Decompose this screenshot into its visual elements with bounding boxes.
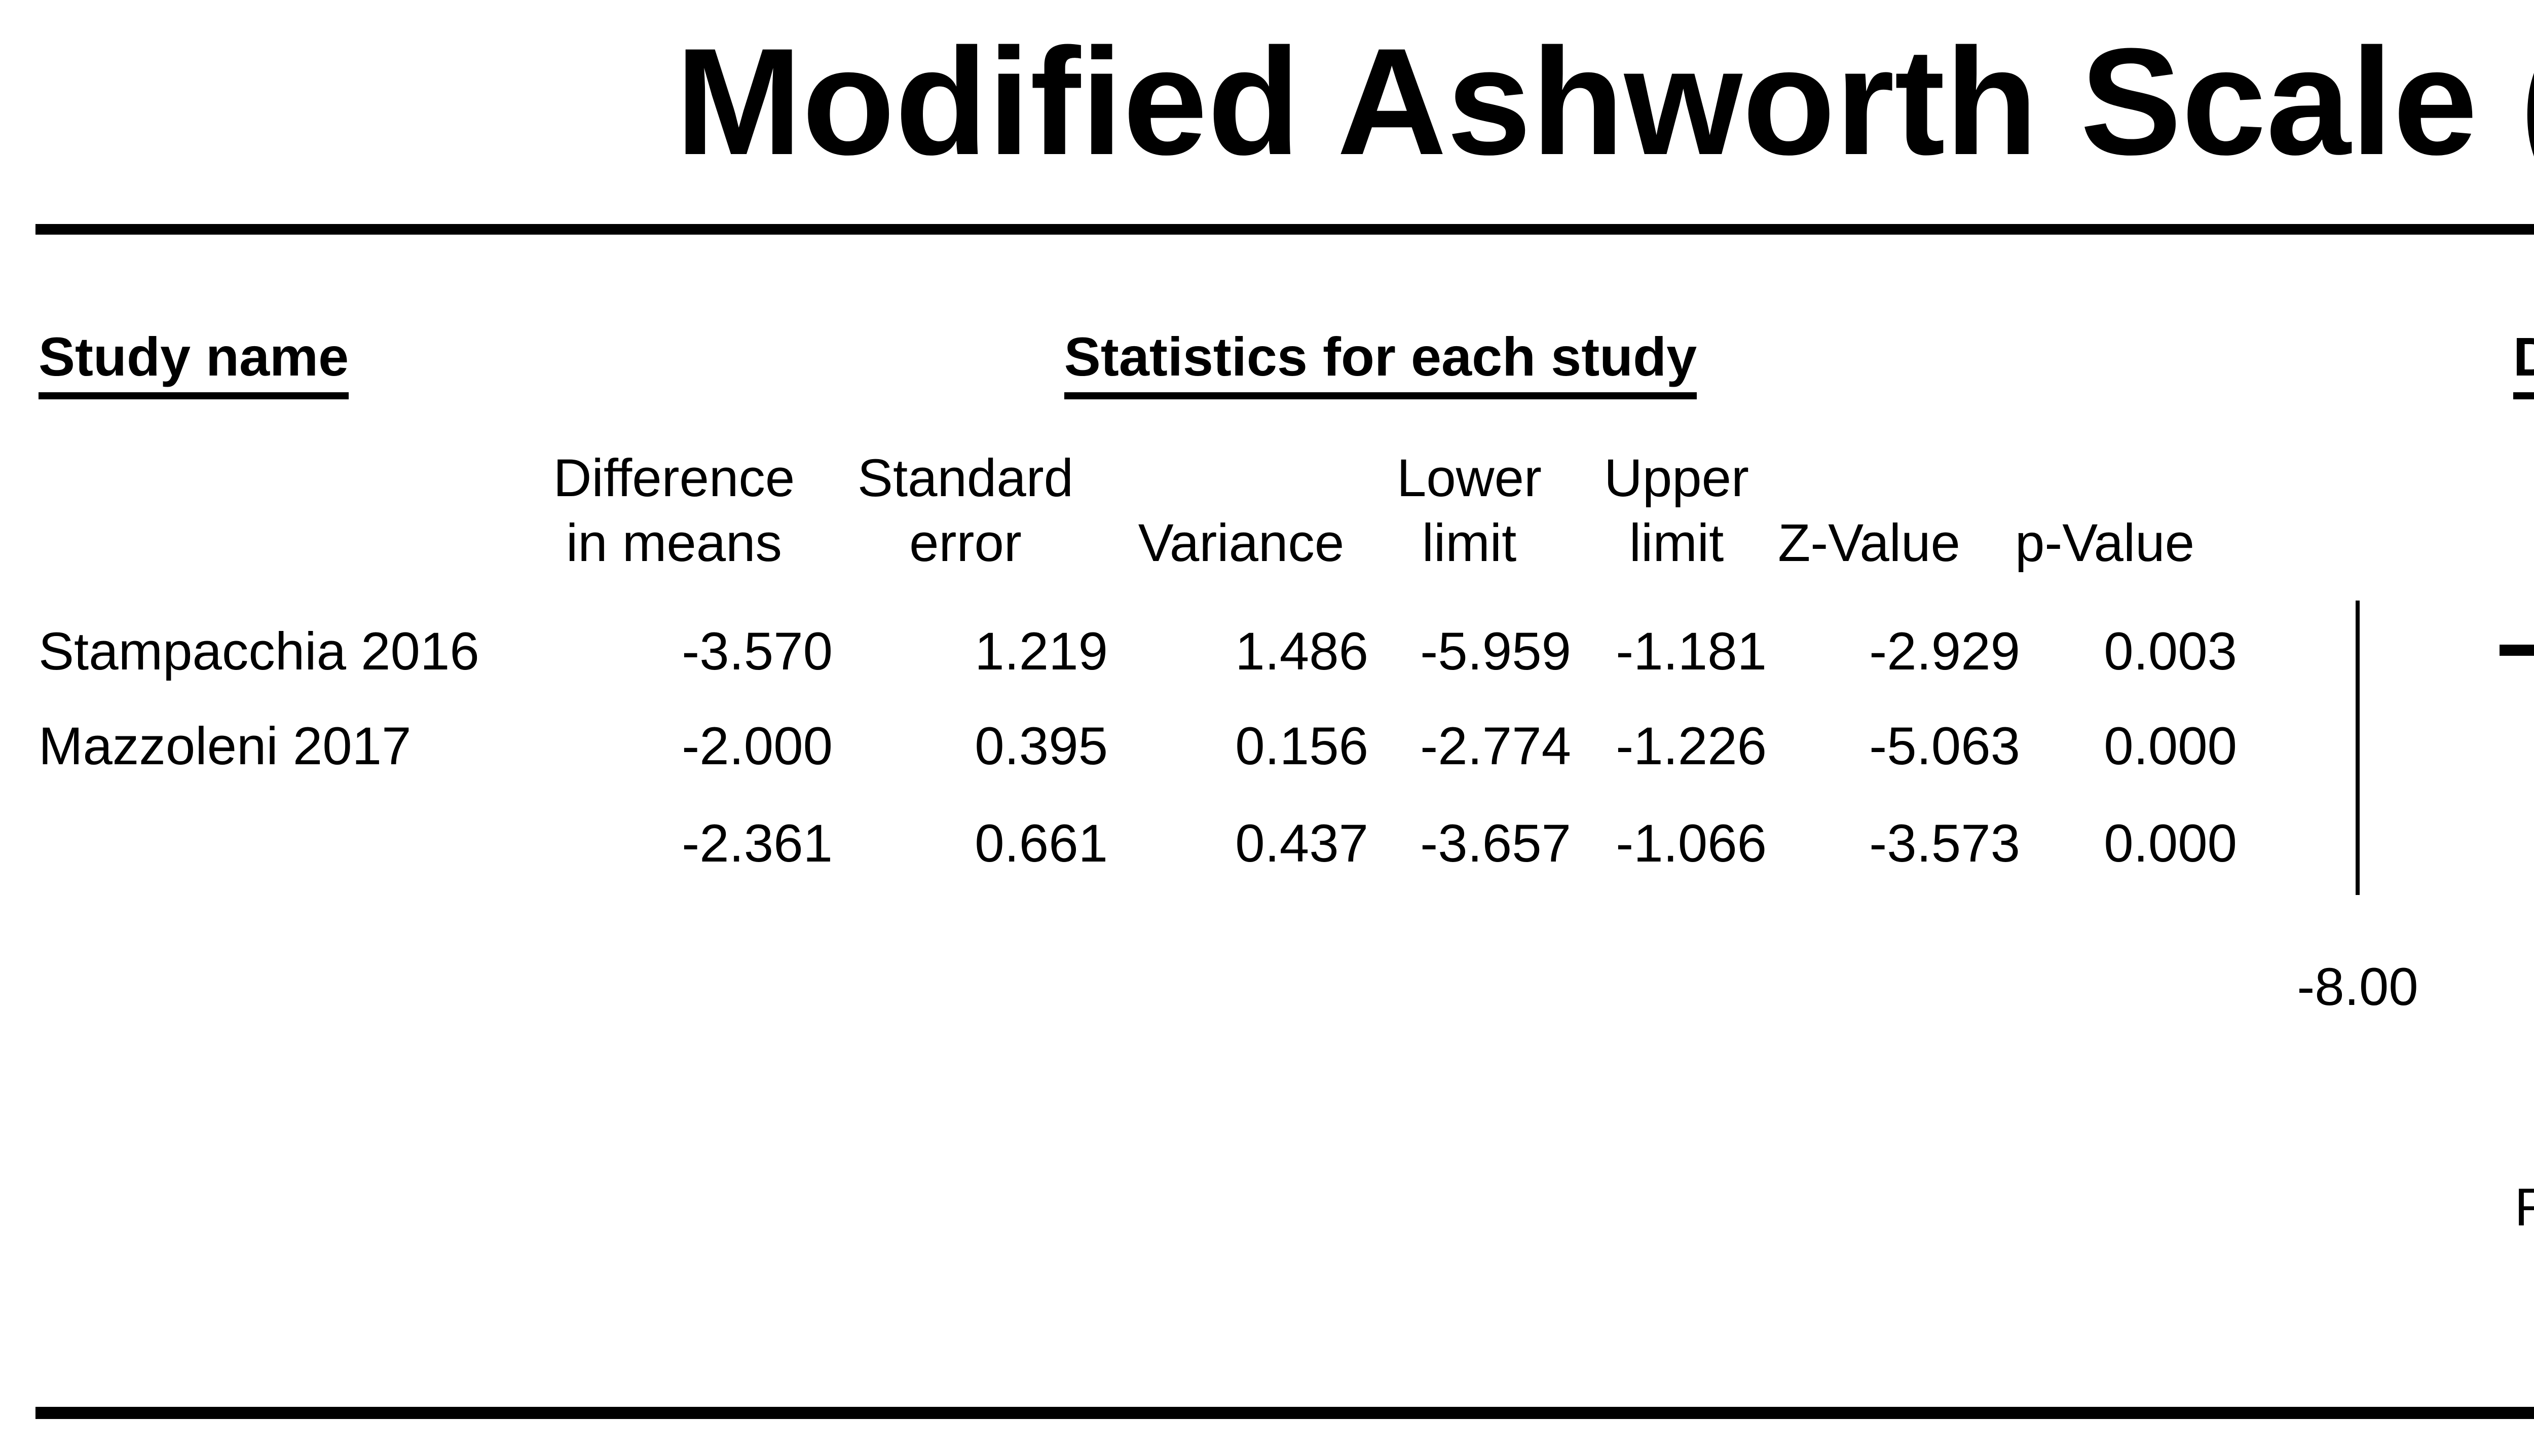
cell-p-value: 0.000 bbox=[2104, 814, 2237, 873]
cell-z-value: -2.929 bbox=[1869, 622, 2020, 681]
group-label-robotic-ai: Robotic AI bbox=[2514, 1178, 2534, 1237]
cell-lower-limit: -3.657 bbox=[1420, 814, 1571, 873]
cell-p-value: 0.003 bbox=[2104, 622, 2237, 681]
cell-p-value: 0.000 bbox=[2104, 717, 2237, 776]
page-title: Modified Ashworth Scale (MAS) bbox=[675, 16, 2534, 186]
cell-variance: 0.437 bbox=[1235, 814, 1368, 873]
statistics-header-text: Statistics for each study bbox=[1064, 328, 1697, 399]
cell-standard-error: 0.395 bbox=[975, 717, 1108, 776]
cell-z-value: -3.573 bbox=[1869, 814, 2020, 873]
column-header-lower-limit: Lower limit bbox=[1343, 446, 1596, 576]
study-name: Mazzoleni 2017 bbox=[39, 717, 412, 776]
cell-variance: 1.486 bbox=[1235, 622, 1368, 681]
ci-header-text: Difference in means and 95% CI bbox=[2513, 328, 2534, 399]
study-name-header: Study name bbox=[39, 328, 349, 399]
cell-variance: 0.156 bbox=[1235, 717, 1368, 776]
axis-tick-label: -8.00 bbox=[2297, 957, 2418, 1017]
cell-difference: -2.000 bbox=[682, 717, 833, 776]
column-header-upper-limit: Upper limit bbox=[1550, 446, 1803, 576]
cell-lower-limit: -5.959 bbox=[1420, 622, 1571, 681]
column-header-line: Standard bbox=[857, 449, 1074, 508]
column-header-standard-error: Standard error bbox=[839, 446, 1092, 576]
column-header-line: limit bbox=[1629, 513, 1724, 573]
cell-z-value: -5.063 bbox=[1869, 717, 2020, 776]
gridline bbox=[2356, 601, 2360, 895]
cell-difference: -3.570 bbox=[682, 622, 833, 681]
column-header-line: Upper bbox=[1604, 449, 1749, 508]
forest-plot: -8.00 -4.00 0.00 4.00 8.00 Robotic AI Co… bbox=[2297, 601, 2534, 1237]
column-header-difference-in-means: Difference in means bbox=[547, 446, 801, 576]
cell-upper-limit: -1.181 bbox=[1616, 622, 1767, 681]
bottom-rule bbox=[35, 1407, 2534, 1419]
study-name: Stampacchia 2016 bbox=[39, 622, 479, 681]
column-header-line: Difference bbox=[553, 449, 795, 508]
ci-header: Difference in means and 95% CI bbox=[2420, 328, 2534, 399]
column-header-line: error bbox=[909, 513, 1022, 573]
cell-difference: -2.361 bbox=[682, 814, 833, 873]
cell-standard-error: 0.661 bbox=[975, 814, 1108, 873]
ci-line-stampacchia bbox=[2499, 645, 2534, 656]
cell-lower-limit: -2.774 bbox=[1420, 717, 1571, 776]
column-header-p-value: p-Value bbox=[2015, 513, 2195, 573]
column-header-line: limit bbox=[1422, 513, 1517, 573]
column-header-line: in means bbox=[566, 513, 782, 573]
top-rule bbox=[35, 224, 2534, 235]
cell-standard-error: 1.219 bbox=[975, 622, 1108, 681]
cell-upper-limit: -1.226 bbox=[1616, 717, 1767, 776]
statistics-header: Statistics for each study bbox=[924, 328, 1837, 399]
column-header-line: Lower bbox=[1397, 449, 1542, 508]
column-header-variance: Variance bbox=[1138, 513, 1345, 573]
column-header-z-value: Z-Value bbox=[1778, 513, 1960, 573]
cell-upper-limit: -1.066 bbox=[1616, 814, 1767, 873]
study-name-header-text: Study name bbox=[39, 328, 349, 399]
